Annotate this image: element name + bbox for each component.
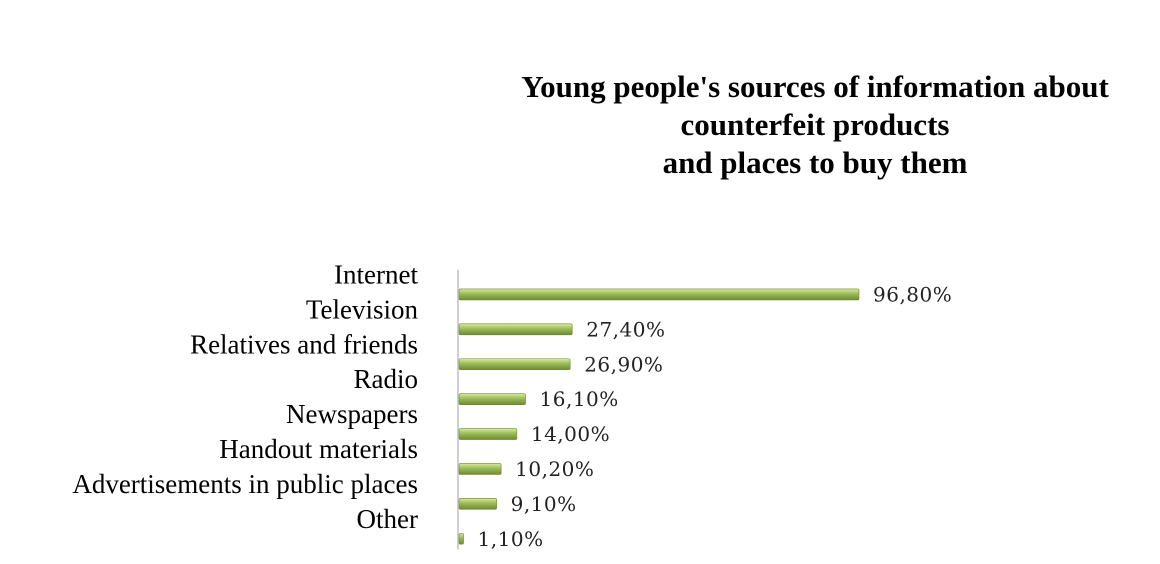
value-label: 9,10% [511,492,577,516]
bar [458,288,860,301]
bar [458,428,518,440]
value-label: 26,90% [584,352,663,376]
category-label: Newspapers [286,399,418,429]
category-label: Handout materials [219,434,418,464]
value-label: 16,10% [540,387,619,411]
category-label: Other [357,504,418,534]
value-label: 27,40% [586,317,665,341]
chart-title-line-2: counterfeit products [680,107,950,142]
value-label: 10,20% [515,457,594,481]
value-label: 14,00% [531,422,610,446]
category-label: Radio [354,364,419,394]
bar [458,358,571,371]
category-label: Advertisements in public places [72,469,418,499]
bar [458,463,502,475]
category-label: Television [306,294,419,324]
chart-title: Young people's sources of information ab… [460,68,1160,182]
chart-title-line-1: Young people's sources of information ab… [521,69,1109,104]
bar [458,323,573,336]
value-label: 96,80% [873,282,952,306]
category-label: Relatives and friends [190,329,418,359]
value-label: 1,10% [478,527,544,551]
bar [458,393,526,405]
bar [458,498,497,510]
category-label: Internet [334,259,418,289]
chart-title-line-3: and places to buy them [662,145,968,180]
bar [458,532,464,545]
